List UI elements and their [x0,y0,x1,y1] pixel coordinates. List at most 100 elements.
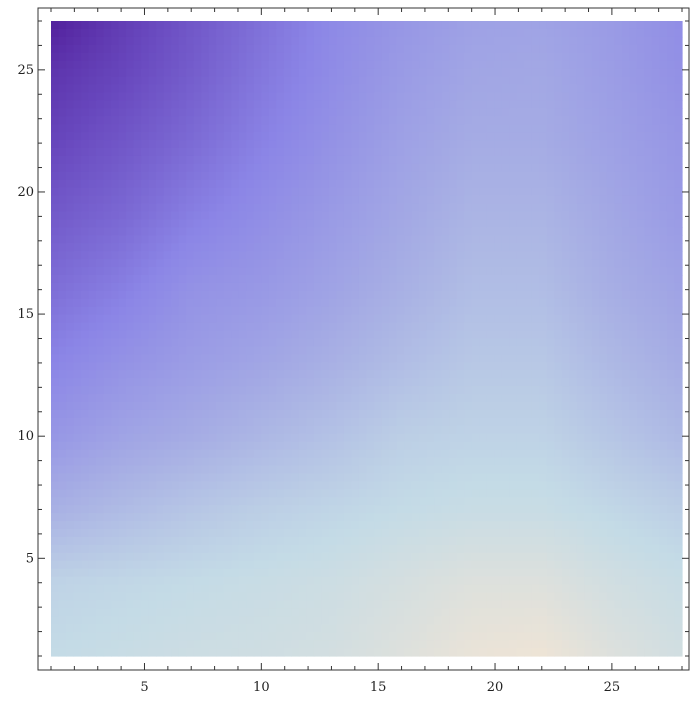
heatmap-cell [253,163,262,173]
heatmap-cell [404,195,413,205]
heatmap-cell [313,338,323,348]
heatmap-cell [524,298,533,308]
heatmap-cell [298,386,307,395]
heatmap-cell [268,163,277,173]
heatmap-cell [186,52,195,62]
heatmap-cell [186,195,195,205]
heatmap-cell [268,489,277,498]
heatmap-cell [396,219,405,228]
heatmap-cell [456,417,465,427]
heatmap-cell [216,163,225,173]
heatmap-cell [666,171,676,181]
heatmap-cell [336,235,345,244]
heatmap-cell [524,203,533,213]
heatmap-cell [88,187,97,197]
heatmap-cell [291,457,300,467]
heatmap-cell [501,68,510,78]
heatmap-cell [88,100,97,109]
heatmap-cell [201,433,210,443]
heatmap-cell [216,60,225,70]
heatmap-cell [261,402,270,411]
heatmap-cell [591,282,600,292]
heatmap-cell [426,290,435,300]
heatmap-cell [561,394,570,403]
heatmap-cell [313,211,323,221]
heatmap-cell [584,211,593,221]
heatmap-cell [374,354,383,363]
heatmap-cell [629,92,638,101]
heatmap-cell [524,441,533,451]
heatmap-cell [666,124,676,133]
heatmap-cell [434,195,443,205]
heatmap-cell [66,211,75,221]
heatmap-cell [531,203,540,213]
heatmap-cell [156,92,165,101]
heatmap-cell [576,76,585,86]
heatmap-cell [674,21,683,30]
heatmap-cell [426,163,435,173]
heatmap-cell [208,259,217,268]
heatmap-cell [81,394,90,403]
heatmap-cell [486,394,495,403]
heatmap-cell [351,60,360,70]
heatmap-cell [516,251,525,260]
heatmap-cell [584,441,593,451]
heatmap-cell [66,116,75,125]
heatmap-cell [51,116,60,125]
heatmap-cell [231,402,240,411]
heatmap-cell [644,370,653,379]
heatmap-cell [674,155,683,165]
heatmap-cell [141,314,150,324]
heatmap-cell [96,187,105,197]
heatmap-cell [208,108,217,117]
heatmap-cell [389,481,398,490]
heatmap-cell [58,108,67,117]
heatmap-cell [231,155,240,165]
heatmap-cell [306,481,315,490]
heatmap-cell [464,362,473,371]
heatmap-cell [456,203,465,213]
heatmap-cell [141,322,150,332]
heatmap-cell [389,275,398,284]
heatmap-cell [141,124,150,133]
heatmap-cell [103,68,112,78]
heatmap-cell [141,211,150,221]
heatmap-cell [441,124,450,133]
heatmap-cell [238,394,247,403]
heatmap-cell [456,171,465,181]
heatmap-cell [103,21,112,30]
heatmap-cell [246,282,255,292]
heatmap-cell [666,362,676,371]
heatmap-cell [629,394,638,403]
heatmap-cell [636,282,646,292]
heatmap-cell [509,267,518,276]
heatmap-cell [201,227,210,236]
heatmap-cell [381,108,390,117]
heatmap-cell [456,354,465,363]
heatmap-cell [396,179,405,189]
heatmap-cell [381,362,390,371]
heatmap-cell [231,92,240,101]
heatmap-cell [509,44,518,54]
heatmap-cell [374,259,383,268]
heatmap-cell [659,441,668,451]
heatmap-cell [494,346,503,355]
heatmap-cell [111,203,120,213]
heatmap-cell [629,282,638,292]
heatmap-cell [524,44,533,54]
heatmap-cell [111,148,120,157]
heatmap-cell [163,409,172,419]
heatmap-cell [358,219,368,228]
heatmap-cell [96,179,105,189]
heatmap-cell [509,116,518,125]
heatmap-cell [464,179,473,189]
heatmap-cell [659,92,668,101]
heatmap-cell [659,259,668,268]
heatmap-cell [253,259,262,268]
heatmap-cell [201,108,210,117]
heatmap-cell [509,378,518,387]
heatmap-cell [111,219,120,228]
heatmap-cell [73,298,82,308]
heatmap-cell [66,362,75,371]
heatmap-cell [531,282,540,292]
